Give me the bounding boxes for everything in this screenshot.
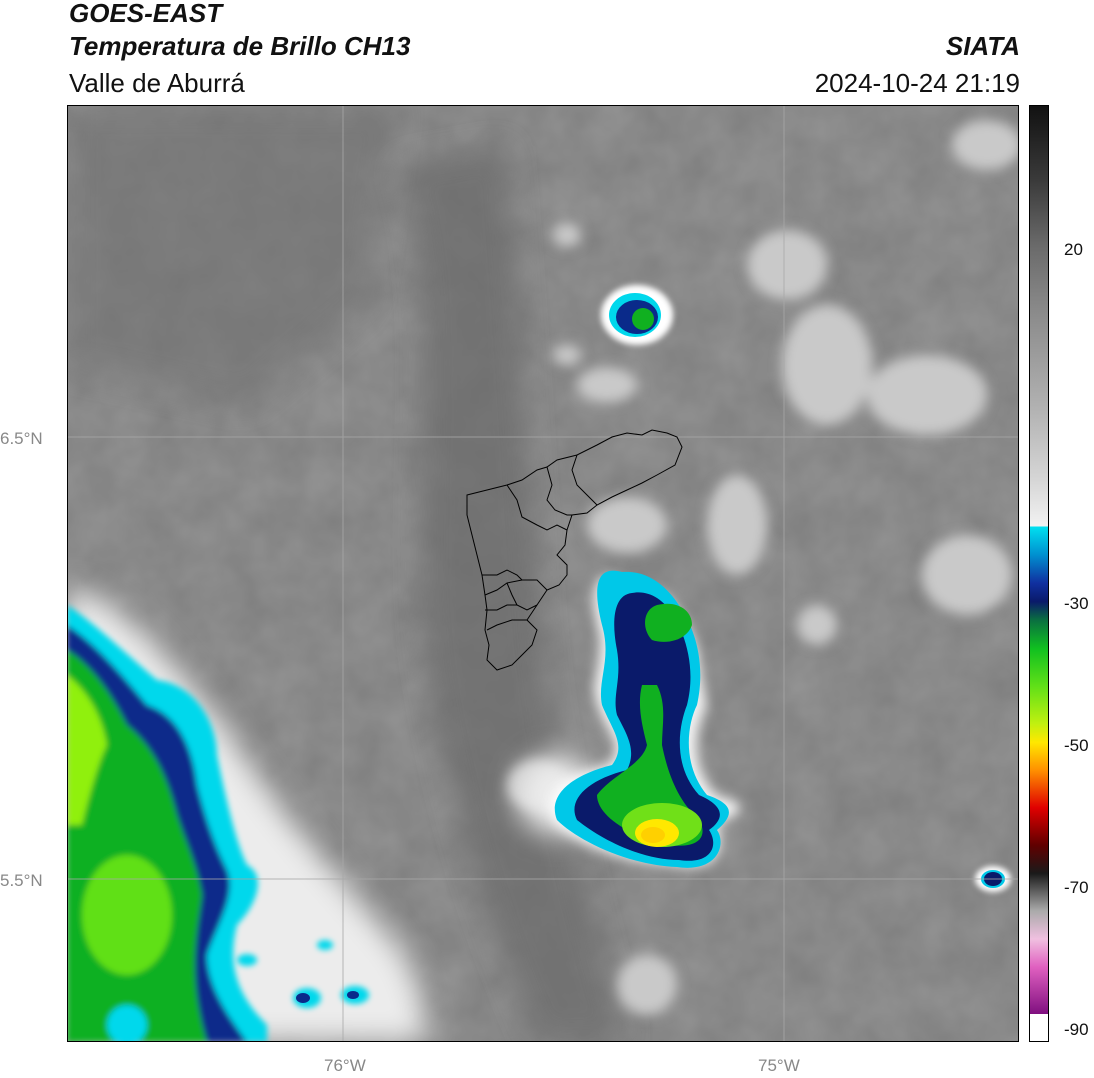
central-storm [550,570,741,868]
satellite-map [67,105,1019,1042]
light-clouds [507,120,1019,1015]
colorbar-tick: -50 [1064,736,1089,755]
organization-label: SIATA [945,31,1020,61]
map-frame [67,105,1019,1042]
west-storm-fragments-core [296,991,359,1003]
colorbar-tick: -90 [1064,1020,1089,1039]
datetime-label: 2024-10-24 21:19 [814,68,1020,98]
satellite-title: GOES-EAST [69,0,223,28]
lon-label-76: 76°W [324,1056,366,1075]
lat-label-5-5: 5.5°N [0,871,43,890]
region-title: Valle de Aburrá [69,68,245,98]
colorbar-tick: -70 [1064,878,1089,897]
dark-nw [67,105,397,405]
colorbar-tick: -30 [1064,594,1089,613]
colorbar-tick: 20 [1064,240,1083,259]
municipal-boundaries [466,429,683,671]
colorbar [1029,105,1049,1042]
west-storm [67,605,267,1042]
product-title: Temperatura de Brillo CH13 [69,31,411,61]
gridlines [67,105,1019,1042]
north-cell [601,285,673,345]
lat-label-6-5: 6.5°N [0,429,43,448]
lon-label-75: 75°W [758,1056,800,1075]
west-storm-fragments [237,940,369,1008]
colorbar-gradient [1029,105,1049,1042]
colorbar-frame [1029,105,1049,1042]
